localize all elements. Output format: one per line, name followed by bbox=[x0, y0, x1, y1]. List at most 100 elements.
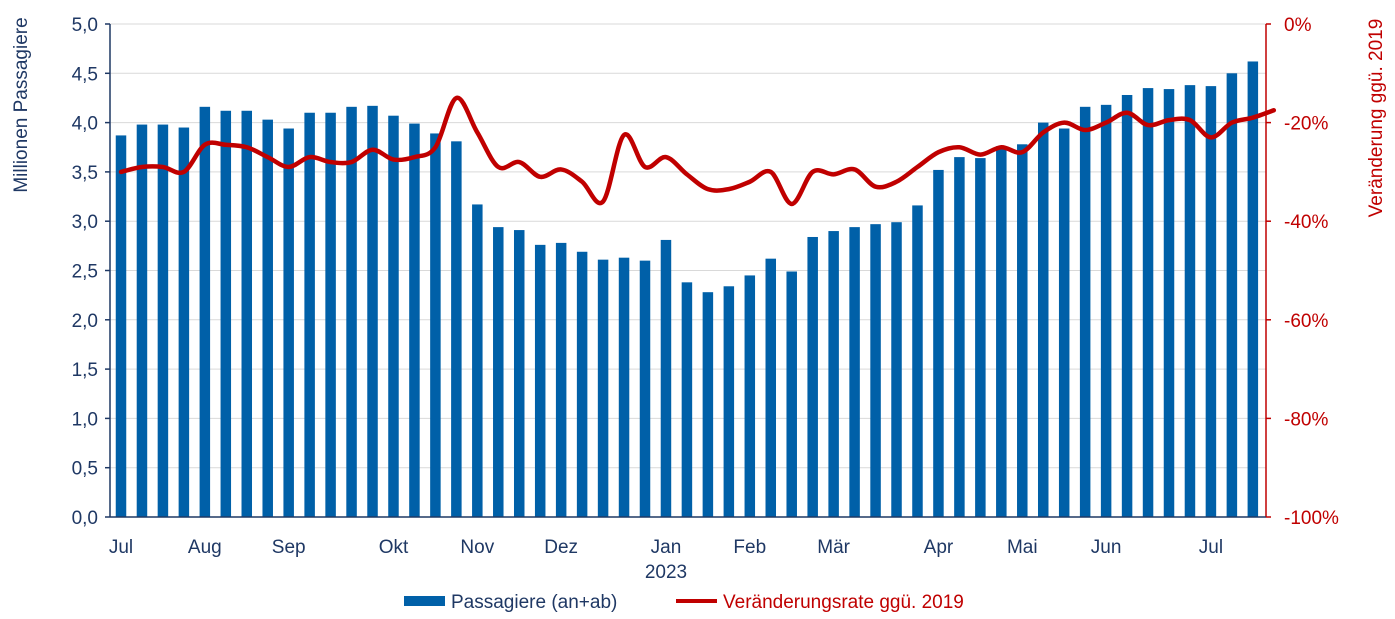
bar bbox=[597, 259, 609, 517]
left-tick-label: 5,0 bbox=[72, 15, 98, 36]
bar bbox=[388, 115, 399, 517]
left-tick-label: 2,0 bbox=[72, 311, 98, 332]
bar bbox=[702, 292, 714, 517]
x-tick-label: Dez bbox=[544, 537, 578, 558]
bar bbox=[576, 251, 588, 517]
bar bbox=[1184, 85, 1196, 517]
legend-label-bars: Passagiere (an+ab) bbox=[451, 592, 617, 613]
x-tick-label: Nov bbox=[460, 537, 494, 558]
bar bbox=[744, 275, 756, 517]
line-series bbox=[118, 95, 1277, 207]
right-tick-label: -60% bbox=[1284, 311, 1328, 332]
left-axis-ticks: 0,0 0,5 1,0 1,5 2,0 2,5 3,0 3,5 4,0 4,5 5,0 bbox=[72, 15, 110, 529]
bar bbox=[1247, 61, 1259, 517]
legend: Passagiere (an+ab) Veränderungsrate ggü.… bbox=[404, 592, 964, 613]
left-tick-label: 2,5 bbox=[72, 262, 98, 283]
bar bbox=[786, 271, 797, 517]
right-tick-label: 0% bbox=[1284, 15, 1312, 36]
right-tick-label: -40% bbox=[1284, 212, 1328, 233]
gridlines bbox=[110, 23, 1266, 469]
legend-swatch-bars bbox=[404, 596, 445, 606]
bar bbox=[1142, 88, 1154, 517]
x-tick-label: Feb bbox=[733, 537, 766, 558]
x-tick-label: Jan bbox=[651, 537, 682, 558]
left-tick-label: 3,0 bbox=[72, 212, 98, 233]
left-tick-label: 0,0 bbox=[72, 508, 98, 529]
bar bbox=[618, 257, 630, 517]
bar bbox=[283, 128, 294, 517]
bar bbox=[681, 282, 693, 517]
bar bbox=[933, 169, 944, 517]
bar bbox=[178, 127, 190, 517]
x-tick-label: Jun bbox=[1091, 537, 1122, 558]
x-tick-label: Jul bbox=[1199, 537, 1223, 558]
bar bbox=[849, 227, 860, 517]
x-tick-label: Sep bbox=[272, 537, 306, 558]
bar bbox=[136, 124, 148, 517]
bar bbox=[430, 133, 441, 517]
bar bbox=[996, 146, 1007, 517]
left-tick-label: 3,5 bbox=[72, 163, 98, 184]
right-axis-ticks: -100% -80% -60% -40% -20% 0% bbox=[1266, 15, 1339, 529]
bar bbox=[807, 236, 818, 518]
bar bbox=[325, 112, 336, 518]
legend-label-line: Veränderungsrate ggü. 2019 bbox=[723, 592, 964, 613]
bar bbox=[304, 112, 315, 518]
left-tick-label: 4,5 bbox=[72, 64, 98, 85]
bar-series bbox=[115, 61, 1259, 518]
bar bbox=[954, 157, 965, 518]
bar bbox=[241, 110, 253, 518]
bar bbox=[660, 239, 672, 517]
bar bbox=[534, 244, 546, 518]
bar bbox=[723, 286, 735, 517]
bar bbox=[199, 106, 211, 517]
bar bbox=[912, 205, 923, 518]
bar bbox=[870, 224, 881, 517]
bar bbox=[891, 222, 902, 517]
bar bbox=[1205, 86, 1217, 518]
right-tick-label: -20% bbox=[1284, 114, 1328, 135]
x-tick-label: Aug bbox=[188, 537, 222, 558]
right-axis-title: Veränderung ggü. 2019 bbox=[1366, 19, 1387, 218]
bar bbox=[1163, 89, 1175, 517]
x-tick-label: Jul bbox=[109, 537, 133, 558]
left-tick-label: 1,5 bbox=[72, 360, 98, 381]
bar bbox=[472, 204, 483, 517]
x-axis-ticks: Jul Aug Sep Okt Nov Dez Jan Feb Mär Apr Mai Jun Jul 2… bbox=[109, 537, 1223, 583]
bar bbox=[1058, 128, 1070, 517]
left-tick-label: 4,0 bbox=[72, 114, 98, 135]
x-tick-label: Mär bbox=[817, 537, 850, 558]
x-tick-label: Apr bbox=[924, 537, 954, 558]
bar bbox=[157, 124, 169, 517]
bar bbox=[1100, 104, 1112, 517]
x-tick-label: Mai bbox=[1007, 537, 1038, 558]
x-year-label: 2023 bbox=[645, 562, 687, 583]
bar bbox=[346, 106, 357, 517]
bar bbox=[828, 231, 839, 517]
bar bbox=[555, 242, 567, 517]
left-tick-label: 1,0 bbox=[72, 409, 98, 430]
bar bbox=[1079, 106, 1091, 517]
line-series-path bbox=[118, 95, 1277, 207]
bar bbox=[262, 119, 273, 517]
left-axis-title: Millionen Passagiere bbox=[11, 17, 32, 192]
bar bbox=[451, 141, 462, 517]
bar bbox=[1121, 94, 1133, 518]
bar bbox=[220, 110, 232, 518]
left-tick-label: 0,5 bbox=[72, 459, 98, 480]
bar bbox=[1017, 144, 1028, 518]
bar bbox=[409, 123, 420, 517]
bar bbox=[1226, 73, 1238, 518]
right-tick-label: -80% bbox=[1284, 409, 1328, 430]
x-tick-label: Okt bbox=[379, 537, 409, 558]
bar bbox=[975, 158, 986, 517]
bar bbox=[115, 135, 127, 518]
right-tick-label: -100% bbox=[1284, 508, 1339, 529]
bar bbox=[765, 258, 777, 517]
bar bbox=[493, 227, 504, 517]
bar bbox=[639, 260, 651, 517]
bar bbox=[367, 105, 378, 517]
bar bbox=[513, 230, 525, 517]
bar bbox=[1037, 122, 1049, 517]
